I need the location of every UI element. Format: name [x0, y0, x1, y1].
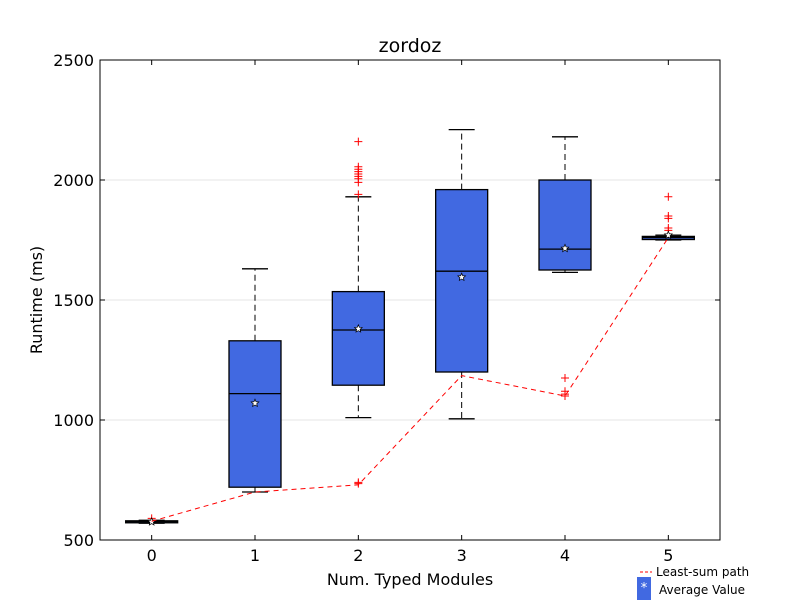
- least-sum-path-layer: [151, 237, 669, 522]
- outlier-marker: [561, 392, 569, 400]
- mean-star-marker: [250, 398, 260, 408]
- tick-layer: 500 1000 1500 2000 2500 0 1 2 3 4 5: [53, 51, 720, 565]
- y-tick-label: 1500: [53, 291, 94, 310]
- box-5: [641, 192, 695, 241]
- legend-mean-label: Average Value: [659, 583, 745, 597]
- box-2: [331, 137, 385, 488]
- legend-mean-swatch: [637, 577, 651, 600]
- chart-title: zordoz: [379, 35, 442, 57]
- y-axis-label: Runtime (ms): [27, 246, 46, 354]
- y-tick-label: 500: [63, 531, 94, 550]
- x-tick-label: 5: [663, 546, 673, 565]
- outlier-marker: [354, 162, 363, 171]
- box-4: [538, 136, 592, 400]
- outlier-marker: [354, 137, 363, 146]
- box-0: [125, 514, 179, 526]
- grid-layer: [100, 179, 720, 421]
- box-iqr: [435, 188, 489, 373]
- box-iqr: [228, 340, 282, 488]
- x-tick-label: 4: [560, 546, 570, 565]
- box-iqr: [538, 179, 592, 271]
- x-tick-label: 2: [353, 546, 363, 565]
- box-1: [228, 268, 282, 493]
- least-sum-path-line: [151, 237, 669, 522]
- outlier-marker: [664, 212, 673, 220]
- x-tick-label: 1: [250, 546, 260, 565]
- box-3: [435, 128, 489, 420]
- legend-path-label: Least-sum path: [656, 565, 749, 579]
- mean-star-marker: [663, 230, 674, 240]
- x-tick-label: 0: [147, 546, 157, 565]
- y-tick-label: 2000: [53, 171, 94, 190]
- outlier-marker: [561, 374, 569, 382]
- outlier-marker: [664, 192, 673, 201]
- box-layer: [125, 128, 695, 526]
- x-axis-label: Num. Typed Modules: [327, 570, 493, 589]
- mean-star-marker: [560, 243, 570, 253]
- y-tick-label: 2500: [53, 51, 94, 70]
- mean-star-marker: [456, 272, 467, 282]
- legend-star-icon: *: [641, 581, 648, 596]
- mean-star-marker: [353, 323, 364, 333]
- box-iqr: [331, 290, 385, 386]
- outlier-marker: [354, 190, 363, 199]
- legend: Least-sum path * Average Value: [637, 565, 749, 600]
- x-tick-label: 3: [457, 546, 467, 565]
- y-tick-label: 1000: [53, 411, 94, 430]
